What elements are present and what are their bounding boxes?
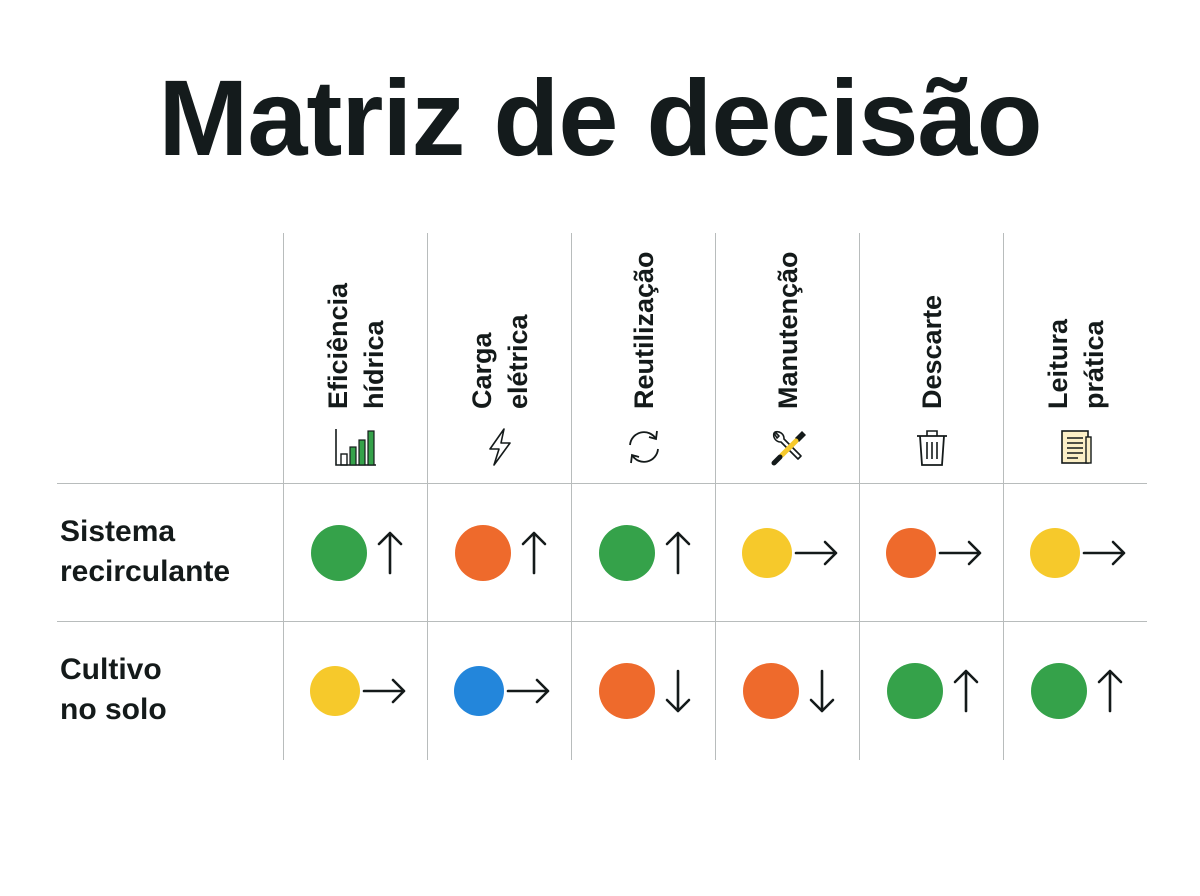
matrix-cell — [428, 484, 572, 622]
row-label-sistema-recirculante: Sistema recirculante — [60, 515, 231, 588]
column-header-descarte: Descarte — [860, 233, 1004, 481]
column-label: Descarte — [917, 294, 947, 409]
column-label: Manutenção — [773, 251, 803, 409]
grid-line — [57, 483, 1147, 484]
green-status-dot — [599, 525, 655, 581]
matrix-cell — [860, 622, 1004, 760]
matrix-cell — [860, 484, 1004, 622]
column-label: Reutilização — [629, 251, 659, 409]
yellow-status-dot — [310, 666, 360, 716]
arrow-right-icon — [506, 678, 550, 704]
bar-chart-icon — [335, 429, 376, 466]
green-status-dot — [311, 525, 367, 581]
arrow-up-icon — [953, 669, 979, 713]
matrix-cell — [716, 484, 860, 622]
grid-line — [57, 621, 1147, 622]
column-header-leitura-pratica: Leitura prática — [1004, 233, 1148, 481]
column-label: Eficiência hídrica — [323, 282, 389, 409]
column-label: Leitura prática — [1043, 318, 1109, 409]
arrow-right-icon — [794, 540, 838, 566]
grid-line — [715, 233, 716, 760]
arrow-up-icon — [1097, 669, 1123, 713]
matrix-cell — [428, 622, 572, 760]
matrix-cell — [1004, 622, 1148, 760]
grid-line — [283, 233, 284, 760]
trash-bin-icon — [917, 430, 947, 466]
grid-line — [859, 233, 860, 760]
refresh-cycle-icon — [629, 430, 659, 464]
column-label: Carga elétrica — [467, 314, 533, 409]
column-header-carga-eletrica: Carga elétrica — [428, 233, 572, 481]
document-icon — [1061, 430, 1092, 464]
page-title: Matriz de decisão — [158, 57, 1042, 178]
row-label-cultivo-no-solo: Cultivo no solo — [60, 653, 167, 726]
arrow-up-icon — [665, 531, 691, 575]
matrix-cell — [572, 484, 716, 622]
column-header-eficiencia-hidrica: Eficiência hídrica — [284, 233, 428, 481]
arrow-right-icon — [938, 540, 982, 566]
matrix-cell — [572, 622, 716, 760]
blue-status-dot — [454, 666, 504, 716]
green-status-dot — [1031, 663, 1087, 719]
grid-line — [1003, 233, 1004, 760]
grid-line — [427, 233, 428, 760]
matrix-cell — [716, 622, 860, 760]
green-status-dot — [887, 663, 943, 719]
arrow-down-icon — [665, 669, 691, 713]
arrow-up-icon — [377, 531, 403, 575]
arrow-down-icon — [809, 669, 835, 713]
wrench-screwdriver-icon — [771, 430, 806, 466]
column-header-reutilizacao: Reutilização — [572, 233, 716, 481]
arrow-up-icon — [521, 531, 547, 575]
matrix-cell — [284, 484, 428, 622]
orange-status-dot — [886, 528, 936, 578]
lightning-bolt-icon — [489, 428, 511, 466]
orange-status-dot — [743, 663, 799, 719]
arrow-right-icon — [362, 678, 406, 704]
grid-line — [571, 233, 572, 760]
arrow-right-icon — [1082, 540, 1126, 566]
orange-status-dot — [599, 663, 655, 719]
matrix-cell — [1004, 484, 1148, 622]
matrix-cell — [284, 622, 428, 760]
yellow-status-dot — [1030, 528, 1080, 578]
yellow-status-dot — [742, 528, 792, 578]
column-header-manutencao: Manutenção — [716, 233, 860, 481]
orange-status-dot — [455, 525, 511, 581]
